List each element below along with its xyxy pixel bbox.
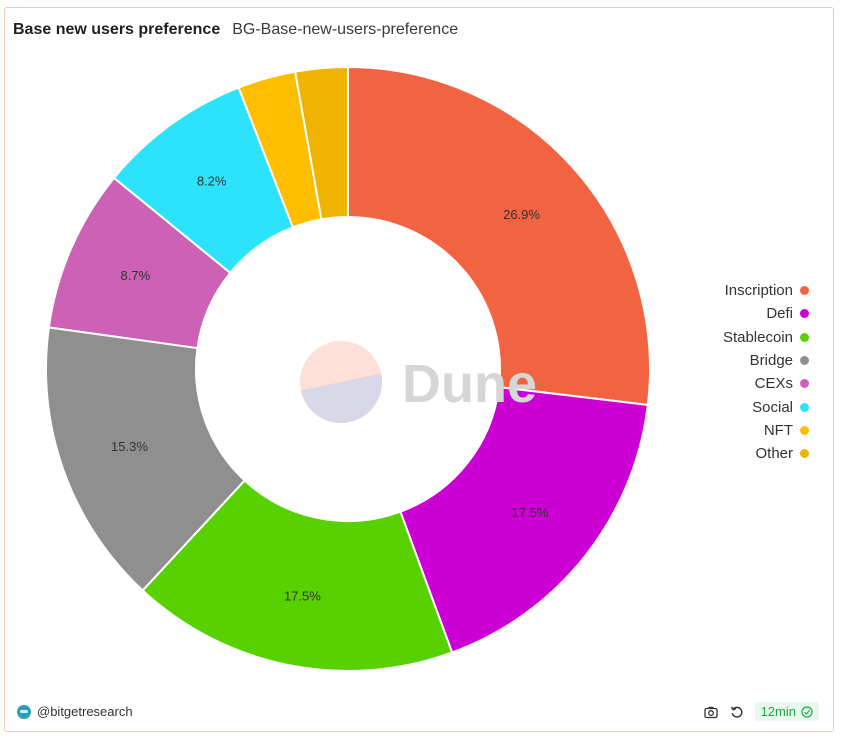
legend-item-cexs[interactable]: CEXs <box>723 372 809 395</box>
chart-legend: Inscription Defi Stablecoin Bridge CEXs Socia… <box>723 279 809 465</box>
refresh-age: 12min <box>760 704 796 719</box>
chart-subtitle: BG-Base-new-users-preference <box>232 21 459 38</box>
author-handle: @bitgetresearch <box>37 704 133 719</box>
chart-card: Base new users preference BG-Base-new-us… <box>4 7 834 732</box>
camera-icon[interactable] <box>703 704 719 720</box>
legend-swatch <box>800 449 809 459</box>
data-label-defi: 17.5% <box>512 505 549 520</box>
legend-label: Stablecoin <box>722 328 793 346</box>
legend-swatch <box>800 356 809 366</box>
legend-swatch <box>800 286 809 296</box>
slice-stablecoin[interactable] <box>141 479 454 672</box>
dune-watermark: Dune <box>300 341 537 423</box>
donut-chart: Dune 26.9% 17.5% 17.5% 15.3% 8.7% 8.2% <box>45 65 651 672</box>
legend-label: Defi <box>766 305 793 323</box>
legend-item-bridge[interactable]: Bridge <box>723 349 809 372</box>
legend-label: CEXs <box>754 375 793 393</box>
slices-layer <box>45 65 651 672</box>
footer-actions: 12min <box>703 702 819 721</box>
chart-header: Base new users preference BG-Base-new-us… <box>13 21 458 39</box>
slice-other[interactable] <box>293 65 349 221</box>
legend-swatch <box>800 379 809 389</box>
avatar <box>17 704 31 719</box>
legend-label: Bridge <box>749 352 793 370</box>
refresh-icon[interactable] <box>729 704 745 720</box>
legend-swatch <box>800 332 809 342</box>
watermark-text: Dune <box>402 354 537 414</box>
legend-label: Inscription <box>724 282 793 300</box>
data-label-bridge: 15.3% <box>111 439 148 454</box>
legend-item-social[interactable]: Social <box>723 395 809 418</box>
legend-label: Social <box>752 398 793 416</box>
data-label-cexs: 8.7% <box>121 268 151 283</box>
chart-title: Base new users preference <box>13 21 221 38</box>
legend-swatch <box>800 425 809 435</box>
slice-defi[interactable] <box>399 385 649 654</box>
data-label-stablecoin: 17.5% <box>284 588 321 603</box>
legend-item-inscription[interactable]: Inscription <box>723 279 809 302</box>
legend-item-defi[interactable]: Defi <box>723 302 809 325</box>
legend-item-stablecoin[interactable]: Stablecoin <box>723 326 809 349</box>
data-label-social: 8.2% <box>197 173 227 188</box>
data-label-inscription: 26.9% <box>503 207 540 222</box>
legend-item-nft[interactable]: NFT <box>723 419 809 442</box>
watermark-circle-bottom <box>300 373 382 423</box>
refresh-age-badge[interactable]: 12min <box>754 702 819 721</box>
slice-bridge[interactable] <box>45 326 247 592</box>
legend-swatch <box>800 309 809 319</box>
slice-inscription[interactable] <box>347 65 651 407</box>
legend-item-other[interactable]: Other <box>723 442 809 465</box>
legend-label: NFT <box>763 421 793 439</box>
legend-label: Other <box>755 445 793 463</box>
legend-swatch <box>800 402 809 412</box>
check-circle-icon <box>801 705 813 718</box>
labels-layer: 26.9% 17.5% 17.5% 15.3% 8.7% 8.2% <box>111 173 549 603</box>
footer-author[interactable]: @bitgetresearch <box>17 704 133 719</box>
